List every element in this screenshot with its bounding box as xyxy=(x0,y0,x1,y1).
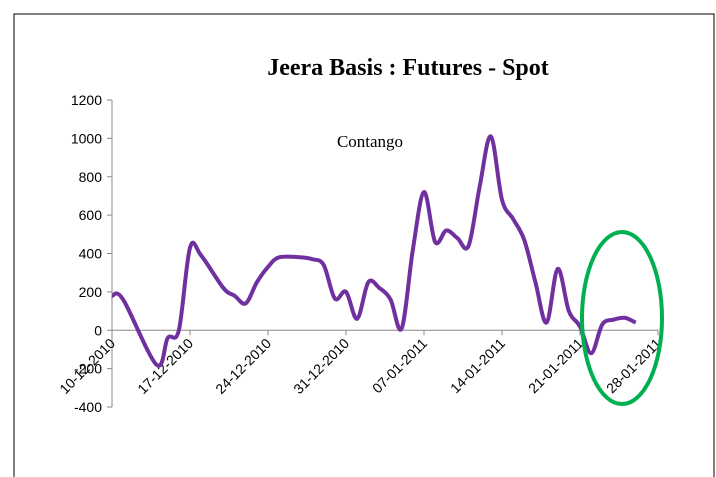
x-tick-label: 14-01-2011 xyxy=(447,335,508,396)
x-tick-label: 21-01-2011 xyxy=(525,335,586,396)
chart-title: Jeera Basis : Futures - Spot xyxy=(267,55,549,81)
y-tick-label: 1200 xyxy=(71,92,102,108)
y-tick-label: -200 xyxy=(74,361,102,377)
y-tick-label: 1000 xyxy=(71,130,102,146)
y-tick-label: 600 xyxy=(79,207,103,223)
y-tick-label: 200 xyxy=(79,284,103,300)
y-tick-label: -400 xyxy=(74,399,102,415)
annotation: Contango xyxy=(337,132,403,151)
x-tick-label: 24-12-2010 xyxy=(212,335,274,397)
data-line xyxy=(111,134,637,368)
y-tick-label: 0 xyxy=(94,322,102,338)
y-tick-label: 400 xyxy=(79,246,103,262)
x-tick-label: 07-01-2011 xyxy=(369,335,430,396)
highlight-ellipse xyxy=(580,230,664,406)
x-tick-label: 31-12-2010 xyxy=(290,335,352,397)
x-tick-label: 10-12-2010 xyxy=(56,335,118,397)
chart-border xyxy=(13,13,715,477)
y-tick-label: 800 xyxy=(79,169,103,185)
